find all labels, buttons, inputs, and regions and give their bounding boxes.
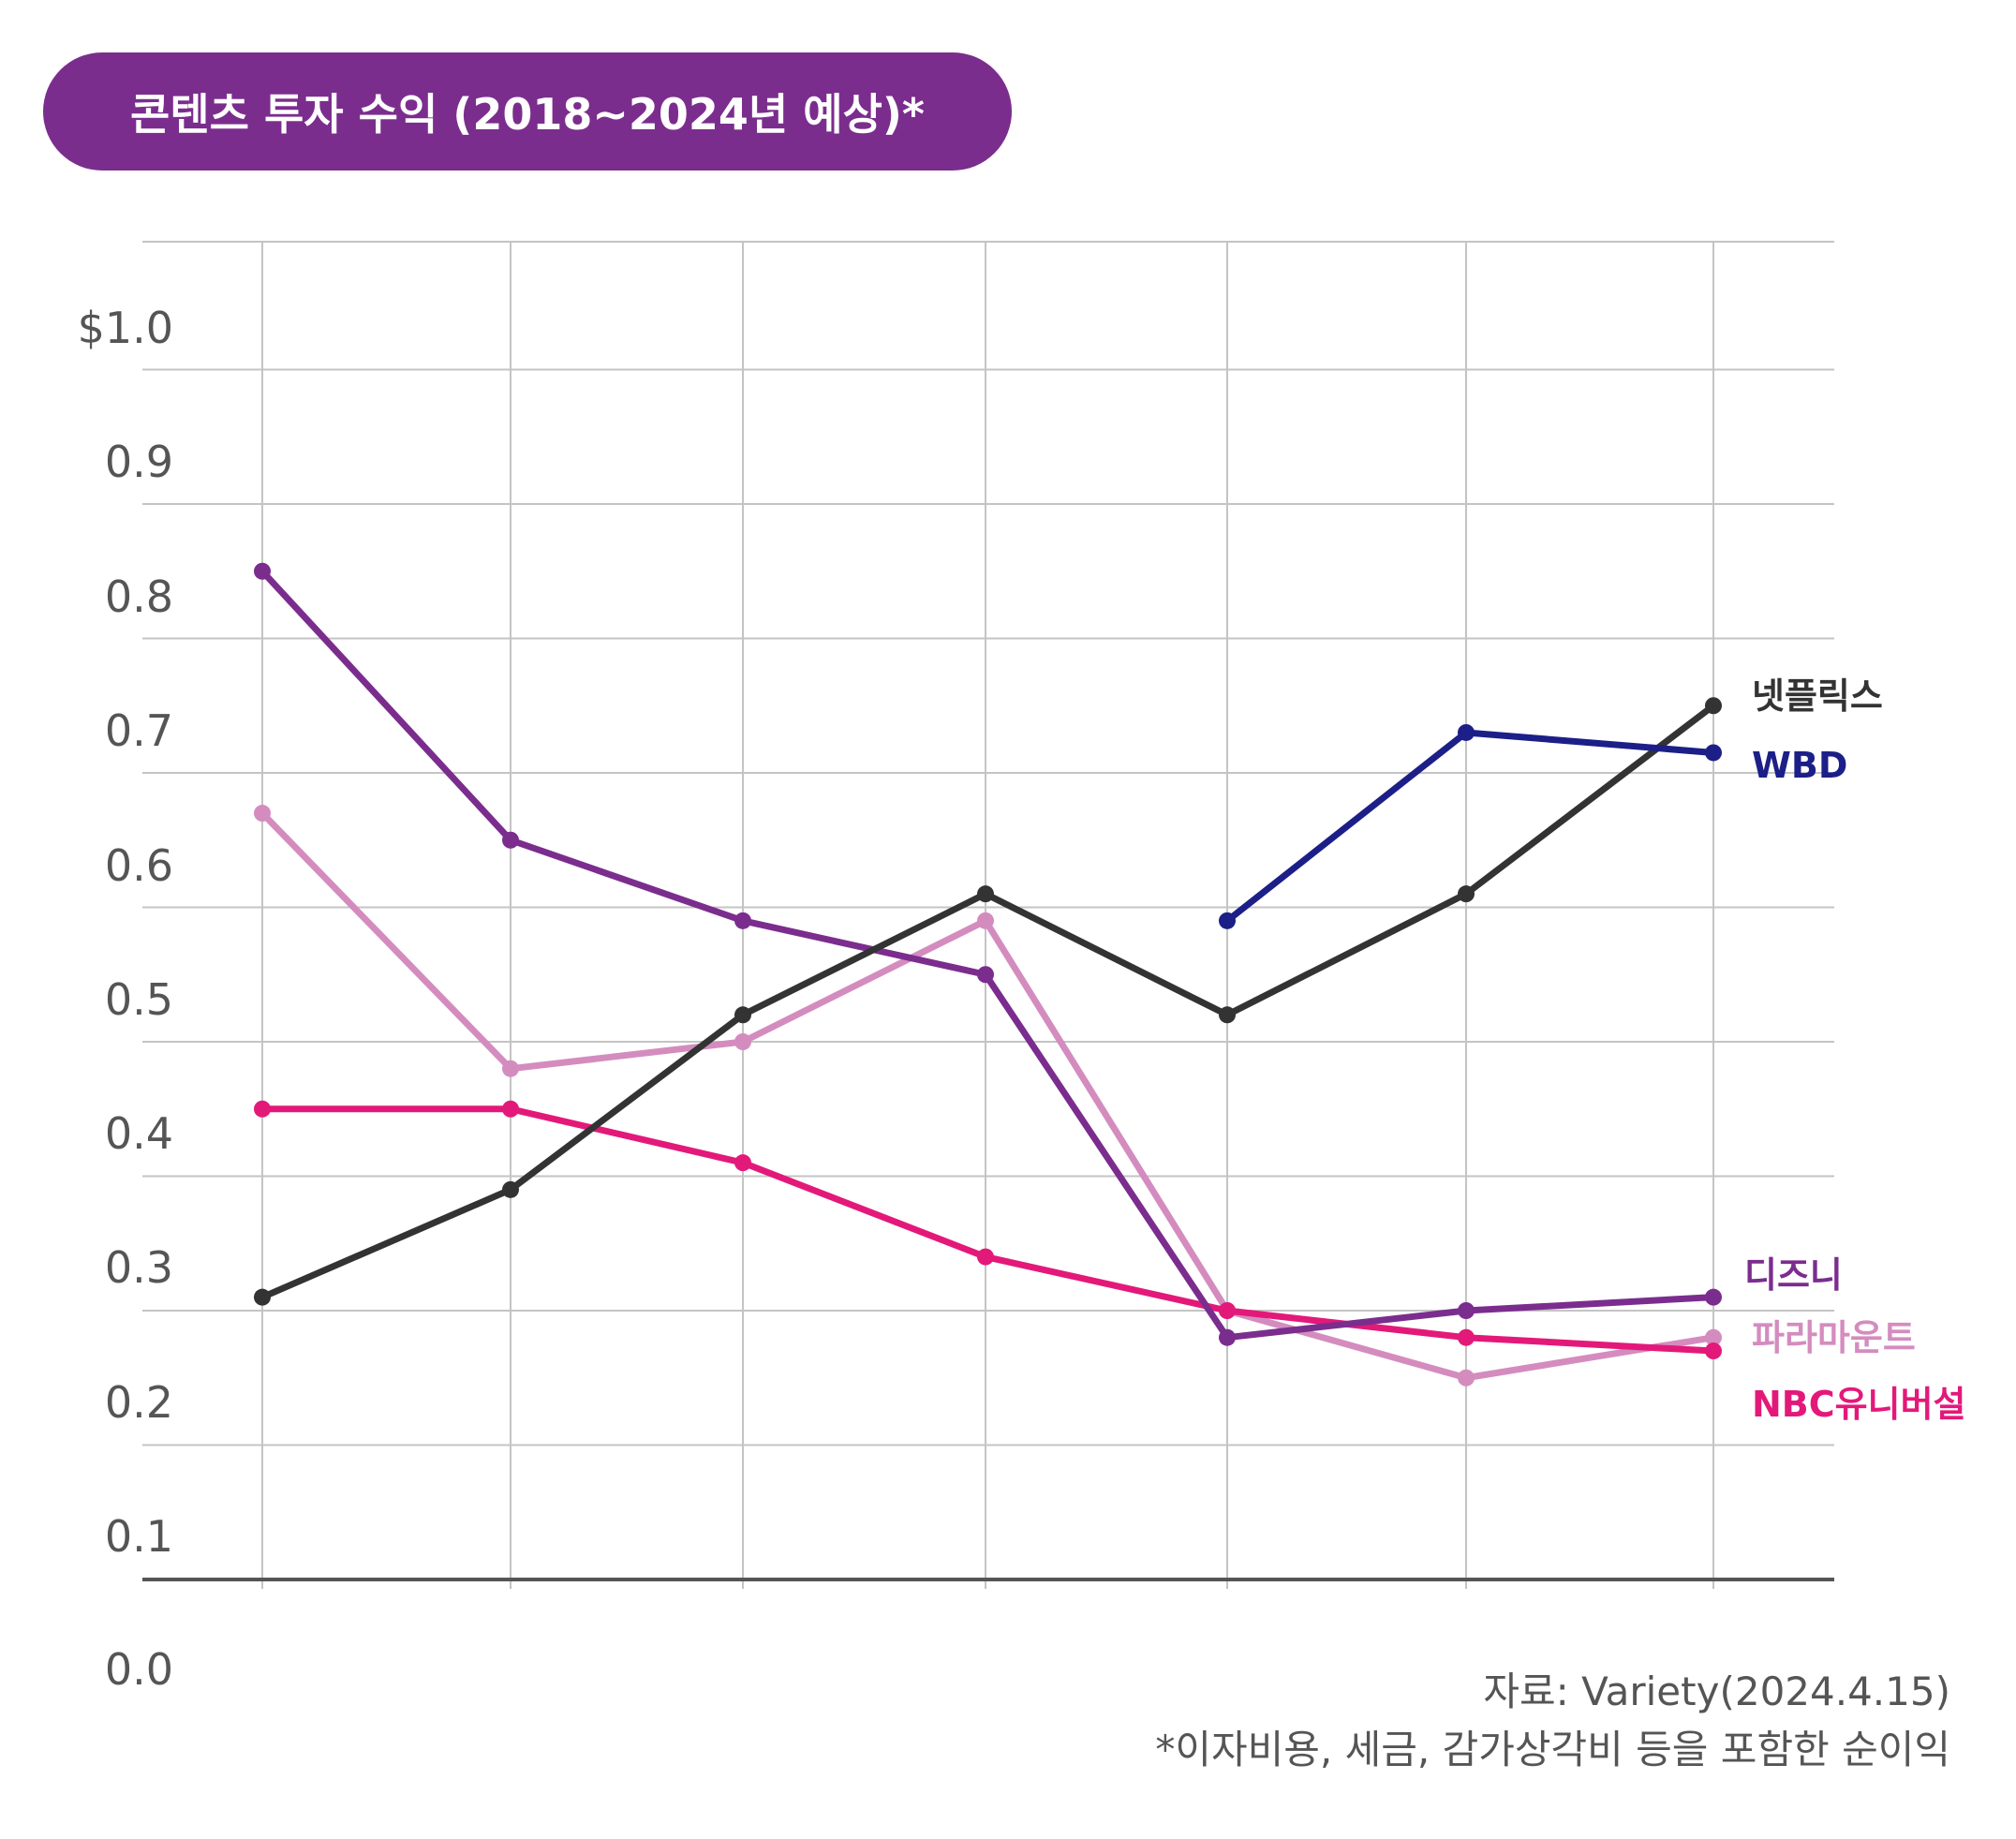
y-tick-label: 0.0 [105, 1644, 173, 1695]
data-point [1705, 1342, 1722, 1360]
series-파라마운트 [254, 805, 1722, 1387]
data-point [1219, 1328, 1236, 1346]
data-point [254, 562, 271, 580]
data-point [977, 966, 994, 984]
y-tick-label: 0.3 [105, 1242, 173, 1293]
y-tick-label: 0.9 [105, 437, 173, 487]
source-text: 자료: Variety(2024.4.15) [1483, 1668, 1950, 1714]
chart-title: 콘텐츠 투자 수익 (2018~2024년 예상)* [43, 52, 1012, 171]
data-point [254, 1288, 271, 1306]
series-label: 디즈니 [1744, 1254, 1843, 1296]
data-point [1458, 885, 1475, 903]
y-tick-label: 0.7 [105, 705, 173, 756]
series-line [259, 702, 1717, 1301]
series-line [259, 1105, 1717, 1355]
data-point [1219, 912, 1236, 929]
y-tick-label: 0.8 [105, 571, 173, 622]
series-넷플릭스 [254, 697, 1722, 1306]
series-NBC유니버설 [254, 1100, 1722, 1360]
data-point [734, 1006, 751, 1024]
data-point [734, 1154, 751, 1172]
series-label: 파라마운트 [1752, 1317, 1916, 1358]
data-point [1219, 1302, 1236, 1319]
series-line [259, 568, 1717, 1342]
data-point [1458, 1302, 1475, 1319]
series-디즈니 [254, 562, 1722, 1346]
data-point [977, 1248, 994, 1266]
y-tick-label: 0.6 [105, 840, 173, 891]
y-tick-label: 0.4 [105, 1108, 173, 1159]
data-point [977, 885, 994, 903]
data-point [1458, 1328, 1475, 1346]
data-point [502, 1180, 519, 1198]
data-point [502, 831, 519, 849]
y-tick-label: 0.5 [105, 974, 173, 1025]
data-point [1705, 1288, 1722, 1306]
series-label: NBC유니버설 [1752, 1384, 1966, 1425]
data-point [1705, 697, 1722, 715]
series-WBD [1219, 723, 1722, 929]
data-point [1458, 723, 1475, 741]
data-point [1705, 1328, 1722, 1346]
data-point [734, 1033, 751, 1050]
series-label: WBD [1752, 745, 1847, 786]
data-point [254, 1100, 271, 1118]
data-point [977, 912, 994, 929]
data-point [1219, 1006, 1236, 1024]
data-point [502, 1100, 519, 1118]
series [254, 562, 1722, 1387]
y-axis-ticks: 0.0 0.1 0.2 0.3 0.4 0.5 0.6 0.7 0.8 0.9 $1.0 [78, 303, 173, 1695]
data-point [1458, 1369, 1475, 1387]
series-label: 넷플릭스 [1752, 675, 1883, 717]
y-tick-label: 0.2 [105, 1377, 173, 1428]
footnote-text: *이자비용, 세금, 감가상각비 등을 포함한 순이익 [1155, 1727, 1950, 1772]
data-point [502, 1060, 519, 1077]
grid [142, 241, 1834, 1589]
source-note: 자료: Variety(2024.4.15) *이자비용, 세금, 감가상각비 … [1155, 1663, 1950, 1779]
data-point [1705, 744, 1722, 762]
y-tick-label: $1.0 [78, 303, 173, 353]
y-tick-label: 0.1 [105, 1511, 173, 1562]
data-point [254, 805, 271, 823]
data-point [734, 912, 751, 929]
